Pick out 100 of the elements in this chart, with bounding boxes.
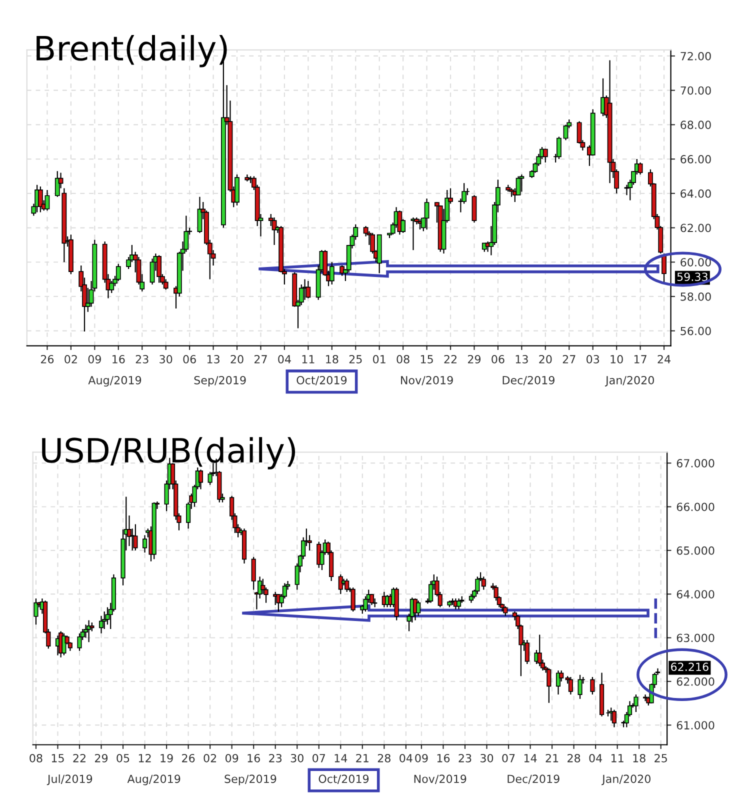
candlestick xyxy=(503,606,508,616)
candlestick xyxy=(662,252,666,284)
y-tick-label: 60.00 xyxy=(680,258,711,266)
x2-tick-label: Nov/2019 xyxy=(401,376,453,386)
y-tick-label: 67.000 xyxy=(676,459,714,468)
x-tick-label: 19 xyxy=(160,754,173,762)
x-tick-label: 03 xyxy=(586,355,600,364)
y-tick-label: 66.000 xyxy=(676,502,714,512)
candlestick xyxy=(424,198,430,230)
x-tick-label: 12 xyxy=(138,754,151,762)
x-tick-label: 16 xyxy=(112,355,125,364)
x2-tick-label: Sep/2019 xyxy=(194,376,246,387)
x-tick-label: 02 xyxy=(64,355,77,364)
candlestick xyxy=(38,186,43,213)
y-tick-label: 62.000 xyxy=(676,677,714,686)
x-tick-label: 10 xyxy=(610,355,623,364)
x-tick-label: 25 xyxy=(654,754,667,762)
x-tick-label: 30 xyxy=(290,754,304,762)
candlestick xyxy=(116,263,121,282)
candlestick xyxy=(130,528,135,551)
candlestick xyxy=(612,709,617,728)
x-tick-label: 24 xyxy=(658,355,670,364)
y-tick-label: 64.00 xyxy=(680,189,711,198)
candlestick xyxy=(590,676,595,696)
candlestick xyxy=(634,694,638,713)
candlestick xyxy=(98,615,104,634)
x-tick-label: 13 xyxy=(207,355,220,364)
x-tick-label: 15 xyxy=(420,355,433,364)
x-tick-label: 09 xyxy=(225,754,238,762)
x-tick-label: 26 xyxy=(182,754,195,762)
x-tick-label: 04 xyxy=(589,754,602,762)
x-tick-label: 23 xyxy=(269,754,282,762)
x2-tick-label: Aug/2019 xyxy=(88,376,142,387)
x-tick-label: 27 xyxy=(562,355,576,364)
x-tick-label: 16 xyxy=(437,754,450,762)
x-tick-label: 15 xyxy=(52,754,64,762)
annotation: 62.216 xyxy=(671,662,708,672)
x-tick-label: 04 xyxy=(400,754,412,762)
x-tick-label: 16 xyxy=(248,754,260,762)
x-tick-label: 18 xyxy=(326,355,338,364)
x-tick-label: 14 xyxy=(334,754,348,762)
candlestick xyxy=(83,624,88,638)
candlestick xyxy=(62,632,66,656)
x-tick-label: 17 xyxy=(634,355,646,364)
x-tick-label: 30 xyxy=(480,754,494,762)
x-tick-label: 21 xyxy=(546,754,558,762)
candlestick xyxy=(519,174,524,192)
x2-tick-label: Nov/2019 xyxy=(414,774,466,784)
y-tick-label: 72.00 xyxy=(680,52,711,60)
candlestick xyxy=(556,136,562,160)
x-tick-label: 30 xyxy=(160,355,172,364)
candlestick xyxy=(109,280,114,294)
chart-title: USD/RUB(daily) xyxy=(42,437,296,470)
x-tick-label: 08 xyxy=(30,754,42,762)
x-tick-label: 29 xyxy=(468,355,481,364)
candlestick xyxy=(198,469,204,490)
candlestick xyxy=(416,600,421,616)
candlestick xyxy=(546,668,552,704)
x-tick-label: 25 xyxy=(349,355,362,364)
y-tick-label: 56.00 xyxy=(680,326,711,336)
x-tick-label: 06 xyxy=(492,355,504,364)
x-tick-label: 28 xyxy=(378,754,390,762)
x-tick-label: 26 xyxy=(40,355,54,364)
candlestick xyxy=(44,189,50,212)
candlestick xyxy=(350,586,356,612)
candlestick xyxy=(481,576,486,590)
y-tick-label: 58.00 xyxy=(680,292,711,301)
candlestick xyxy=(329,262,334,286)
x-tick-label: 21 xyxy=(356,754,368,762)
x-tick-label: 02 xyxy=(204,754,216,762)
x-tick-label: 09 xyxy=(415,754,428,762)
candlestick xyxy=(456,598,462,610)
x-tick-label: 28 xyxy=(568,754,580,762)
candlestick xyxy=(578,674,582,700)
x-tick-label: 08 xyxy=(396,355,410,364)
x-tick-label: 20 xyxy=(230,355,244,364)
x2-tick-label: Oct/2019 xyxy=(296,376,347,386)
chart-title: Brent(daily) xyxy=(36,34,227,68)
x-tick-label: 11 xyxy=(611,754,624,762)
x-tick-label: 18 xyxy=(633,754,646,762)
x-tick-label: 20 xyxy=(539,355,552,364)
x-tick-label: 05 xyxy=(116,754,130,762)
x-tick-label: 06 xyxy=(183,355,196,364)
y-tick-label: 68.00 xyxy=(680,120,711,130)
x2-tick-label: Jul/2019 xyxy=(46,774,92,786)
candlestick xyxy=(77,632,82,652)
x-tick-label: 04 xyxy=(278,355,291,364)
x2-tick-label: Dec/2019 xyxy=(508,774,560,784)
x-tick-label: 14 xyxy=(524,754,537,762)
annotation: 59.33 xyxy=(677,272,708,282)
x2-tick-label: Oct/2019 xyxy=(318,774,369,784)
y-tick-label: 61.000 xyxy=(676,721,714,730)
candlestick xyxy=(105,606,110,626)
y-tick-label: 66.00 xyxy=(680,155,711,164)
x-tick-label: 29 xyxy=(95,754,108,762)
x-tick-label: 23 xyxy=(136,355,148,364)
x-tick-label: 11 xyxy=(302,355,314,364)
x-tick-label: 01 xyxy=(373,355,386,364)
x-tick-label: 13 xyxy=(516,355,528,364)
x-tick-label: 23 xyxy=(458,754,472,762)
